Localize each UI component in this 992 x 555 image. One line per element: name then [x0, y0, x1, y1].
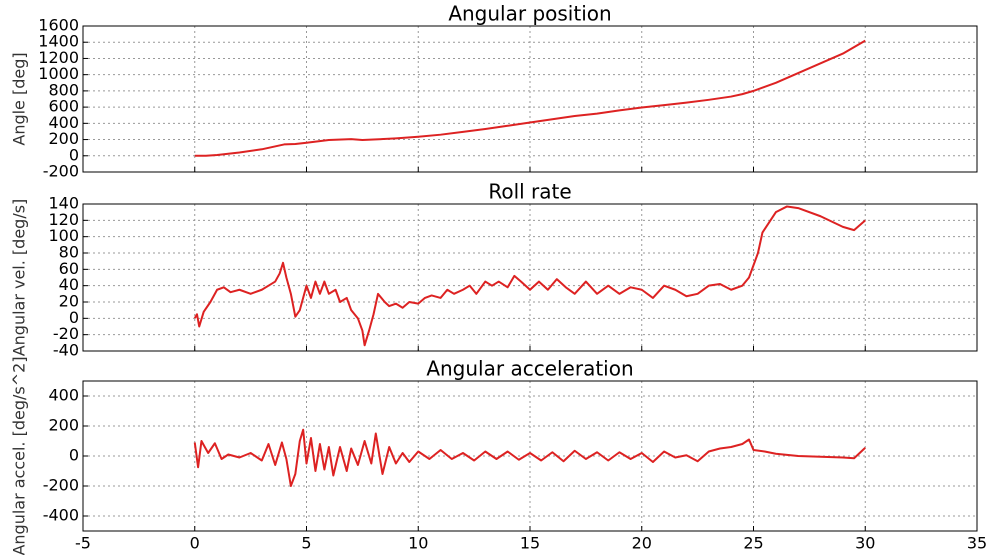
y-tick-label: 200: [48, 416, 79, 435]
subplot-title: Angular acceleration: [426, 357, 633, 381]
y-tick-label: 0: [69, 446, 79, 465]
x-tick-label: 30: [855, 534, 875, 553]
plot-area: [193, 205, 866, 347]
x-tick-label: 15: [520, 534, 540, 553]
subplot: -400 -200 0 200 400 -5 0 5 10 15 20 25 30 35 Angular a…: [10, 356, 988, 555]
y-tick-label: 0: [69, 145, 79, 164]
subplot-title: Angular position: [448, 2, 611, 26]
plot-area: [194, 39, 866, 157]
y-axis-label: Angular vel. [deg/s]: [10, 199, 29, 357]
y-tick-label: 800: [48, 80, 79, 99]
y-axis-label: Angle [deg]: [10, 52, 29, 145]
axes-frame: [82, 380, 978, 532]
y-tick-label: 140: [48, 194, 79, 213]
x-tick-label: 10: [408, 534, 428, 553]
subplot-title: Roll rate: [488, 180, 571, 204]
data-line: [193, 205, 866, 347]
y-tick-label: 120: [48, 210, 79, 229]
y-tick-label: -400: [43, 506, 79, 525]
y-tick-label: -200: [43, 476, 79, 495]
x-tick-label: 5: [301, 534, 311, 553]
y-tick-label: -200: [43, 162, 79, 181]
x-tick-label: 35: [967, 534, 987, 553]
y-tick-label: 40: [59, 275, 79, 294]
y-tick-label: 0: [69, 308, 79, 327]
x-tick-label: 0: [190, 534, 200, 553]
axes-frame: [82, 203, 978, 352]
y-tick-label: 600: [48, 97, 79, 116]
y-tick-label: 1000: [38, 64, 79, 83]
y-tick-label: 400: [48, 113, 79, 132]
data-line: [193, 428, 866, 487]
y-tick-label: 1200: [38, 48, 79, 67]
x-tick-label: -5: [75, 534, 91, 553]
data-line: [194, 39, 866, 157]
y-tick-label: 100: [48, 226, 79, 245]
plot-area: [193, 428, 866, 487]
y-tick-label: 20: [59, 292, 79, 311]
y-tick-label: 80: [59, 243, 79, 262]
x-tick-label: 25: [743, 534, 763, 553]
axes-frame: [82, 25, 978, 173]
y-tick-label: 200: [48, 129, 79, 148]
y-tick-label: 1400: [38, 32, 79, 51]
x-tick-label: 20: [632, 534, 652, 553]
y-tick-label: 1600: [38, 16, 79, 35]
y-tick-label: 400: [48, 386, 79, 405]
y-tick-label: 60: [59, 259, 79, 278]
y-tick-label: -40: [53, 341, 79, 360]
y-tick-label: -20: [53, 324, 79, 343]
y-axis-label: Angular accel. [deg/s^2]: [10, 356, 29, 555]
